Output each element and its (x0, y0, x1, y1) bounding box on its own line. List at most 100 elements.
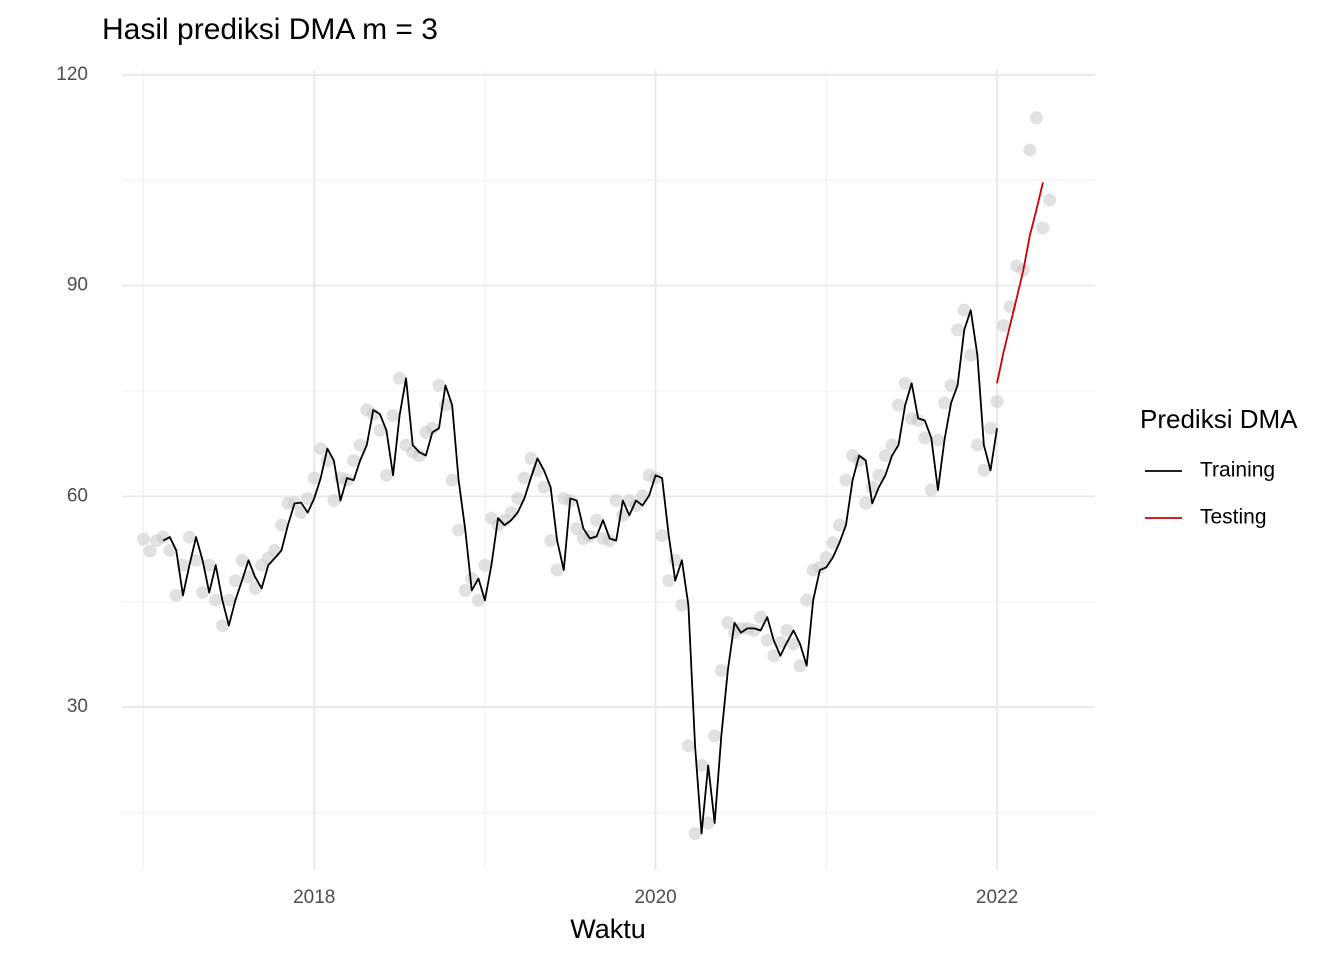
data-point (209, 593, 223, 607)
data-point (196, 586, 210, 600)
data-point (386, 409, 400, 423)
data-point (412, 449, 426, 463)
data-point (537, 480, 551, 494)
data-point (1043, 193, 1057, 207)
data-point (1023, 143, 1037, 157)
data-point (353, 438, 367, 452)
data-point (294, 505, 308, 519)
data-point (445, 473, 459, 487)
data-point (1036, 221, 1050, 235)
data-point (274, 518, 288, 532)
data-point (662, 574, 676, 588)
data-point (787, 637, 801, 651)
y-tick-label: 90 (67, 275, 88, 296)
data-point (603, 534, 617, 548)
data-point (373, 423, 387, 437)
data-point (156, 530, 170, 544)
data-point (800, 593, 814, 607)
data-point (301, 491, 315, 505)
data-point (425, 421, 439, 435)
data-point (931, 433, 945, 447)
data-point (189, 553, 203, 567)
data-point (215, 619, 229, 633)
data-point (937, 396, 951, 410)
data-point (767, 649, 781, 663)
data-point (951, 323, 965, 337)
data-point (924, 483, 938, 497)
data-point (990, 395, 1004, 409)
data-point (655, 529, 669, 543)
data-point (964, 348, 978, 362)
data-point (517, 471, 531, 485)
data-point (478, 558, 492, 572)
data-point (570, 522, 584, 536)
data-point (872, 468, 886, 482)
data-point (550, 563, 564, 577)
legend-label: Training (1200, 459, 1275, 482)
data-point (832, 518, 846, 532)
data-point (675, 598, 689, 612)
data-point (169, 588, 183, 602)
data-point (760, 633, 774, 647)
data-point (609, 494, 623, 508)
data-point (143, 544, 157, 558)
y-tick-label: 30 (67, 696, 88, 717)
grid (122, 70, 1095, 870)
data-point (977, 463, 991, 477)
data-point (307, 471, 321, 485)
data-point (701, 816, 715, 830)
legend-label: Testing (1200, 506, 1267, 529)
x-axis-title: Waktu (570, 914, 646, 944)
data-point (465, 572, 479, 586)
data-point (754, 610, 768, 624)
series-line (996, 182, 1044, 384)
points-layer (137, 111, 1057, 840)
data-point (524, 451, 538, 465)
data-point (826, 536, 840, 550)
data-point (458, 583, 472, 597)
series-line (162, 309, 998, 835)
data-point (393, 371, 407, 385)
data-point (235, 553, 249, 567)
data-point (780, 623, 794, 637)
data-point (773, 635, 787, 649)
data-point (681, 739, 695, 753)
y-tick-label: 120 (56, 64, 88, 85)
data-point (379, 468, 393, 482)
data-point (839, 473, 853, 487)
data-point (793, 659, 807, 673)
data-point (970, 438, 984, 452)
data-point (813, 560, 827, 574)
chart-title: Hasil prediksi DMA m = 3 (102, 13, 438, 46)
data-point (885, 438, 899, 452)
data-point (248, 581, 262, 595)
data-point (182, 530, 196, 544)
data-point (222, 593, 236, 607)
data-point (228, 574, 242, 588)
data-point (268, 543, 282, 557)
data-point (747, 623, 761, 637)
data-point (544, 534, 558, 548)
data-point (984, 421, 998, 435)
data-point (202, 558, 216, 572)
data-point (471, 593, 485, 607)
data-point (314, 442, 328, 456)
data-point (695, 758, 709, 772)
data-point (432, 378, 446, 392)
x-tick-label: 2020 (634, 887, 676, 908)
data-point (819, 550, 833, 564)
data-point (708, 729, 722, 743)
data-point (892, 398, 906, 412)
data-point (504, 505, 518, 519)
data-point (859, 496, 873, 510)
data-point (1029, 111, 1043, 125)
data-point (721, 616, 735, 630)
data-point (911, 413, 925, 427)
data-point (590, 513, 604, 527)
x-tick-label: 2022 (976, 887, 1018, 908)
data-point (944, 378, 958, 392)
data-point (635, 489, 649, 503)
data-point (714, 664, 728, 678)
lines-layer (162, 182, 1044, 835)
